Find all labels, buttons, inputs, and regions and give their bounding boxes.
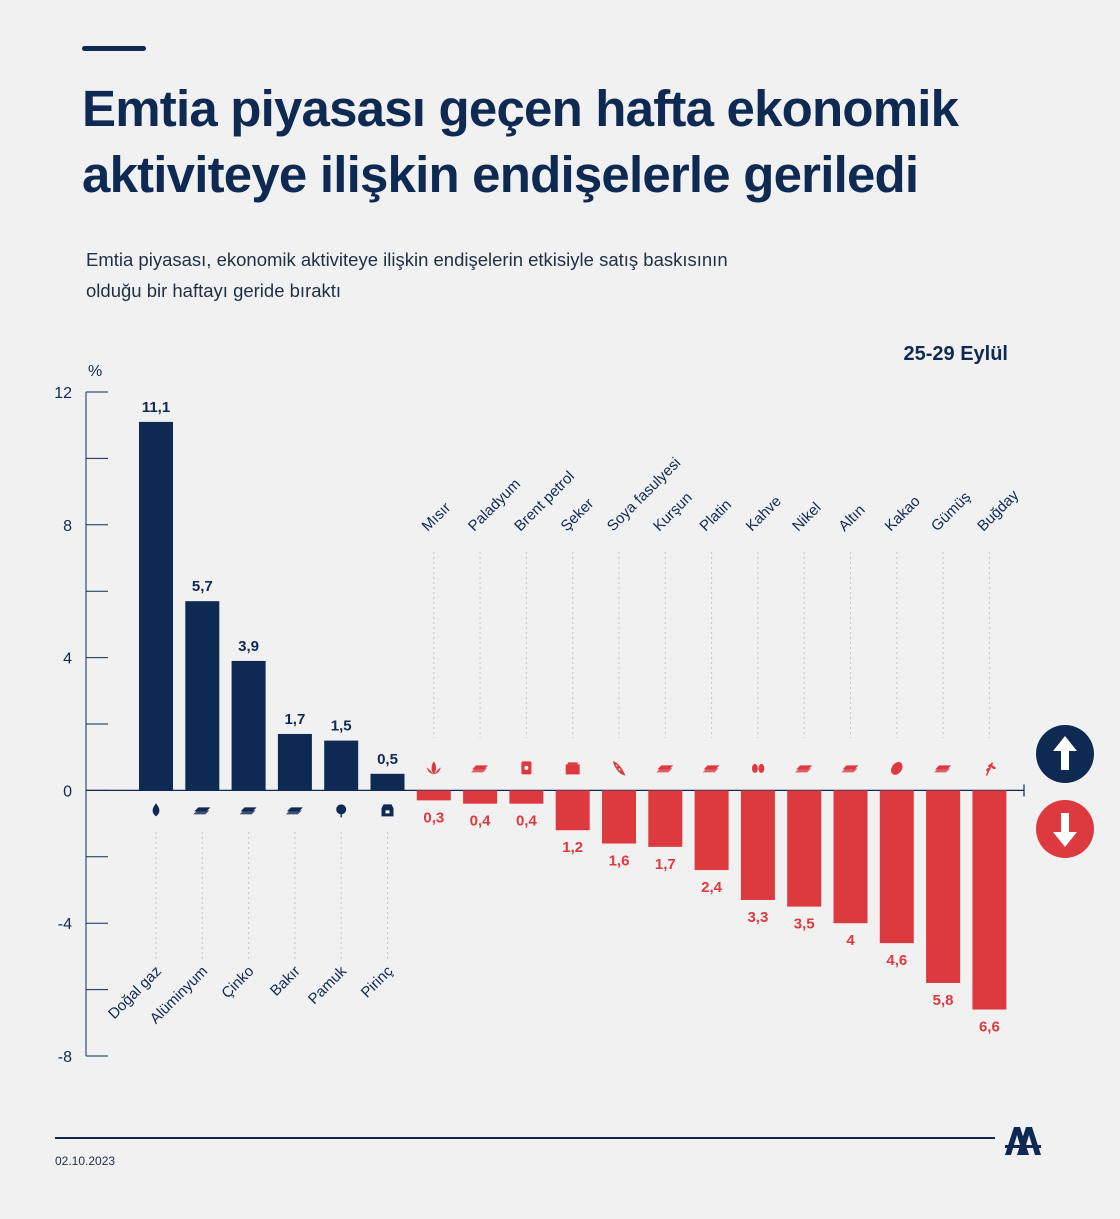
value-label-15: 3,5 (794, 916, 815, 933)
bar-17 (879, 790, 914, 944)
category-label-17: Kakao (882, 493, 924, 535)
value-label-16: 4 (846, 932, 855, 949)
oil-barrel-icon (521, 761, 532, 775)
cocoa-icon (891, 761, 903, 775)
category-label-10: Şeker (558, 495, 598, 535)
top-accent-rule (82, 46, 146, 51)
soybean-icon (612, 761, 626, 776)
bar-11 (602, 790, 636, 844)
bar-15 (787, 790, 822, 907)
category-label-18: Gümüş (928, 489, 974, 535)
metal-ingots-icon (841, 765, 859, 773)
bar-18 (926, 790, 961, 983)
value-label-9: 0,4 (516, 813, 538, 830)
category-label-4: Bakır (267, 963, 304, 1000)
y-tick-label: 8 (63, 518, 72, 535)
value-label-12: 1,7 (655, 856, 676, 873)
arrow-down-icon (1053, 813, 1077, 847)
value-label-19: 6,6 (979, 1019, 1000, 1036)
value-label-6: 0,5 (377, 751, 398, 768)
bar-16 (833, 790, 868, 924)
category-label-6: Pirinç (358, 962, 397, 1001)
metal-ingots-icon (239, 807, 257, 815)
bar-1 (139, 421, 173, 791)
page-subtitle: Emtia piyasası, ekonomik aktiviteye iliş… (86, 249, 728, 301)
publish-date: 02.10.2023 (55, 1154, 116, 1168)
y-axis-unit: % (88, 363, 102, 380)
category-label-12: Kurşun (650, 489, 696, 535)
bars-group (139, 421, 1007, 1010)
rice-sack-icon (381, 804, 394, 817)
category-label-15: Nikel (789, 499, 825, 535)
category-label-16: Altın (835, 502, 868, 535)
y-tick-label: 12 (54, 385, 72, 402)
bar-4 (277, 733, 312, 791)
y-tick-label: 0 (63, 783, 72, 800)
value-label-4: 1,7 (284, 711, 305, 728)
value-label-13: 2,4 (701, 879, 723, 896)
y-axis: 12 8 4 0 -4 -8% (54, 363, 1025, 1066)
category-label-5: Pamuk (305, 962, 350, 1007)
wheat-icon (985, 762, 996, 776)
agency-logo-icon (1005, 1127, 1041, 1155)
cotton-icon (336, 804, 347, 818)
arrow-up-icon (1053, 736, 1077, 770)
bar-7 (416, 790, 451, 801)
increase-badge (1036, 725, 1094, 783)
metal-ingots-icon (795, 765, 813, 773)
metal-ingots-icon (285, 807, 303, 815)
coffee-beans-icon (751, 763, 765, 773)
y-tick-label: -4 (58, 916, 72, 933)
value-label-7: 0,3 (423, 809, 444, 826)
sugar-icon (565, 762, 580, 775)
bar-8 (463, 790, 498, 804)
category-label-3: Çinko (218, 963, 257, 1002)
metal-ingots-icon (934, 765, 952, 773)
value-label-18: 5,8 (933, 992, 954, 1009)
period-label: 25-29 Eylül (903, 343, 1008, 365)
footer-rule (55, 1137, 995, 1139)
value-label-5: 1,5 (331, 718, 352, 735)
category-label-19: Buğday (974, 486, 1022, 534)
corn-icon (426, 761, 441, 775)
bar-14 (740, 790, 775, 900)
value-label-17: 4,6 (886, 952, 907, 969)
y-tick-label: -8 (58, 1049, 72, 1066)
bar-5 (324, 740, 359, 791)
bar-2 (185, 601, 220, 791)
metal-ingots-icon (656, 765, 674, 773)
category-label-7: Mısır (419, 499, 455, 535)
category-label-14: Kahve (743, 493, 785, 535)
decrease-badge (1036, 800, 1094, 858)
value-label-11: 1,6 (609, 853, 630, 870)
bar-6 (370, 773, 405, 791)
metal-ingots-icon (471, 765, 489, 773)
y-tick-label: 4 (63, 651, 72, 668)
bar-9 (509, 790, 544, 804)
page-title: Emtia piyasası geçen hafta ekonomik akti… (82, 80, 959, 203)
bar-10 (555, 790, 590, 831)
bar-19 (972, 790, 1007, 1010)
bar-3 (231, 660, 266, 791)
gas-flame-icon (152, 803, 160, 817)
bar-12 (648, 790, 683, 847)
metal-ingots-icon (193, 807, 211, 815)
value-label-10: 1,2 (562, 839, 583, 856)
value-label-3: 3,9 (238, 638, 259, 655)
value-label-2: 5,7 (192, 578, 213, 595)
category-label-13: Platin (696, 496, 735, 535)
value-label-8: 0,4 (470, 813, 492, 830)
value-label-14: 3,3 (747, 909, 768, 926)
bar-13 (694, 790, 729, 871)
value-label-1: 11,1 (142, 399, 170, 416)
metal-ingots-icon (702, 765, 720, 773)
